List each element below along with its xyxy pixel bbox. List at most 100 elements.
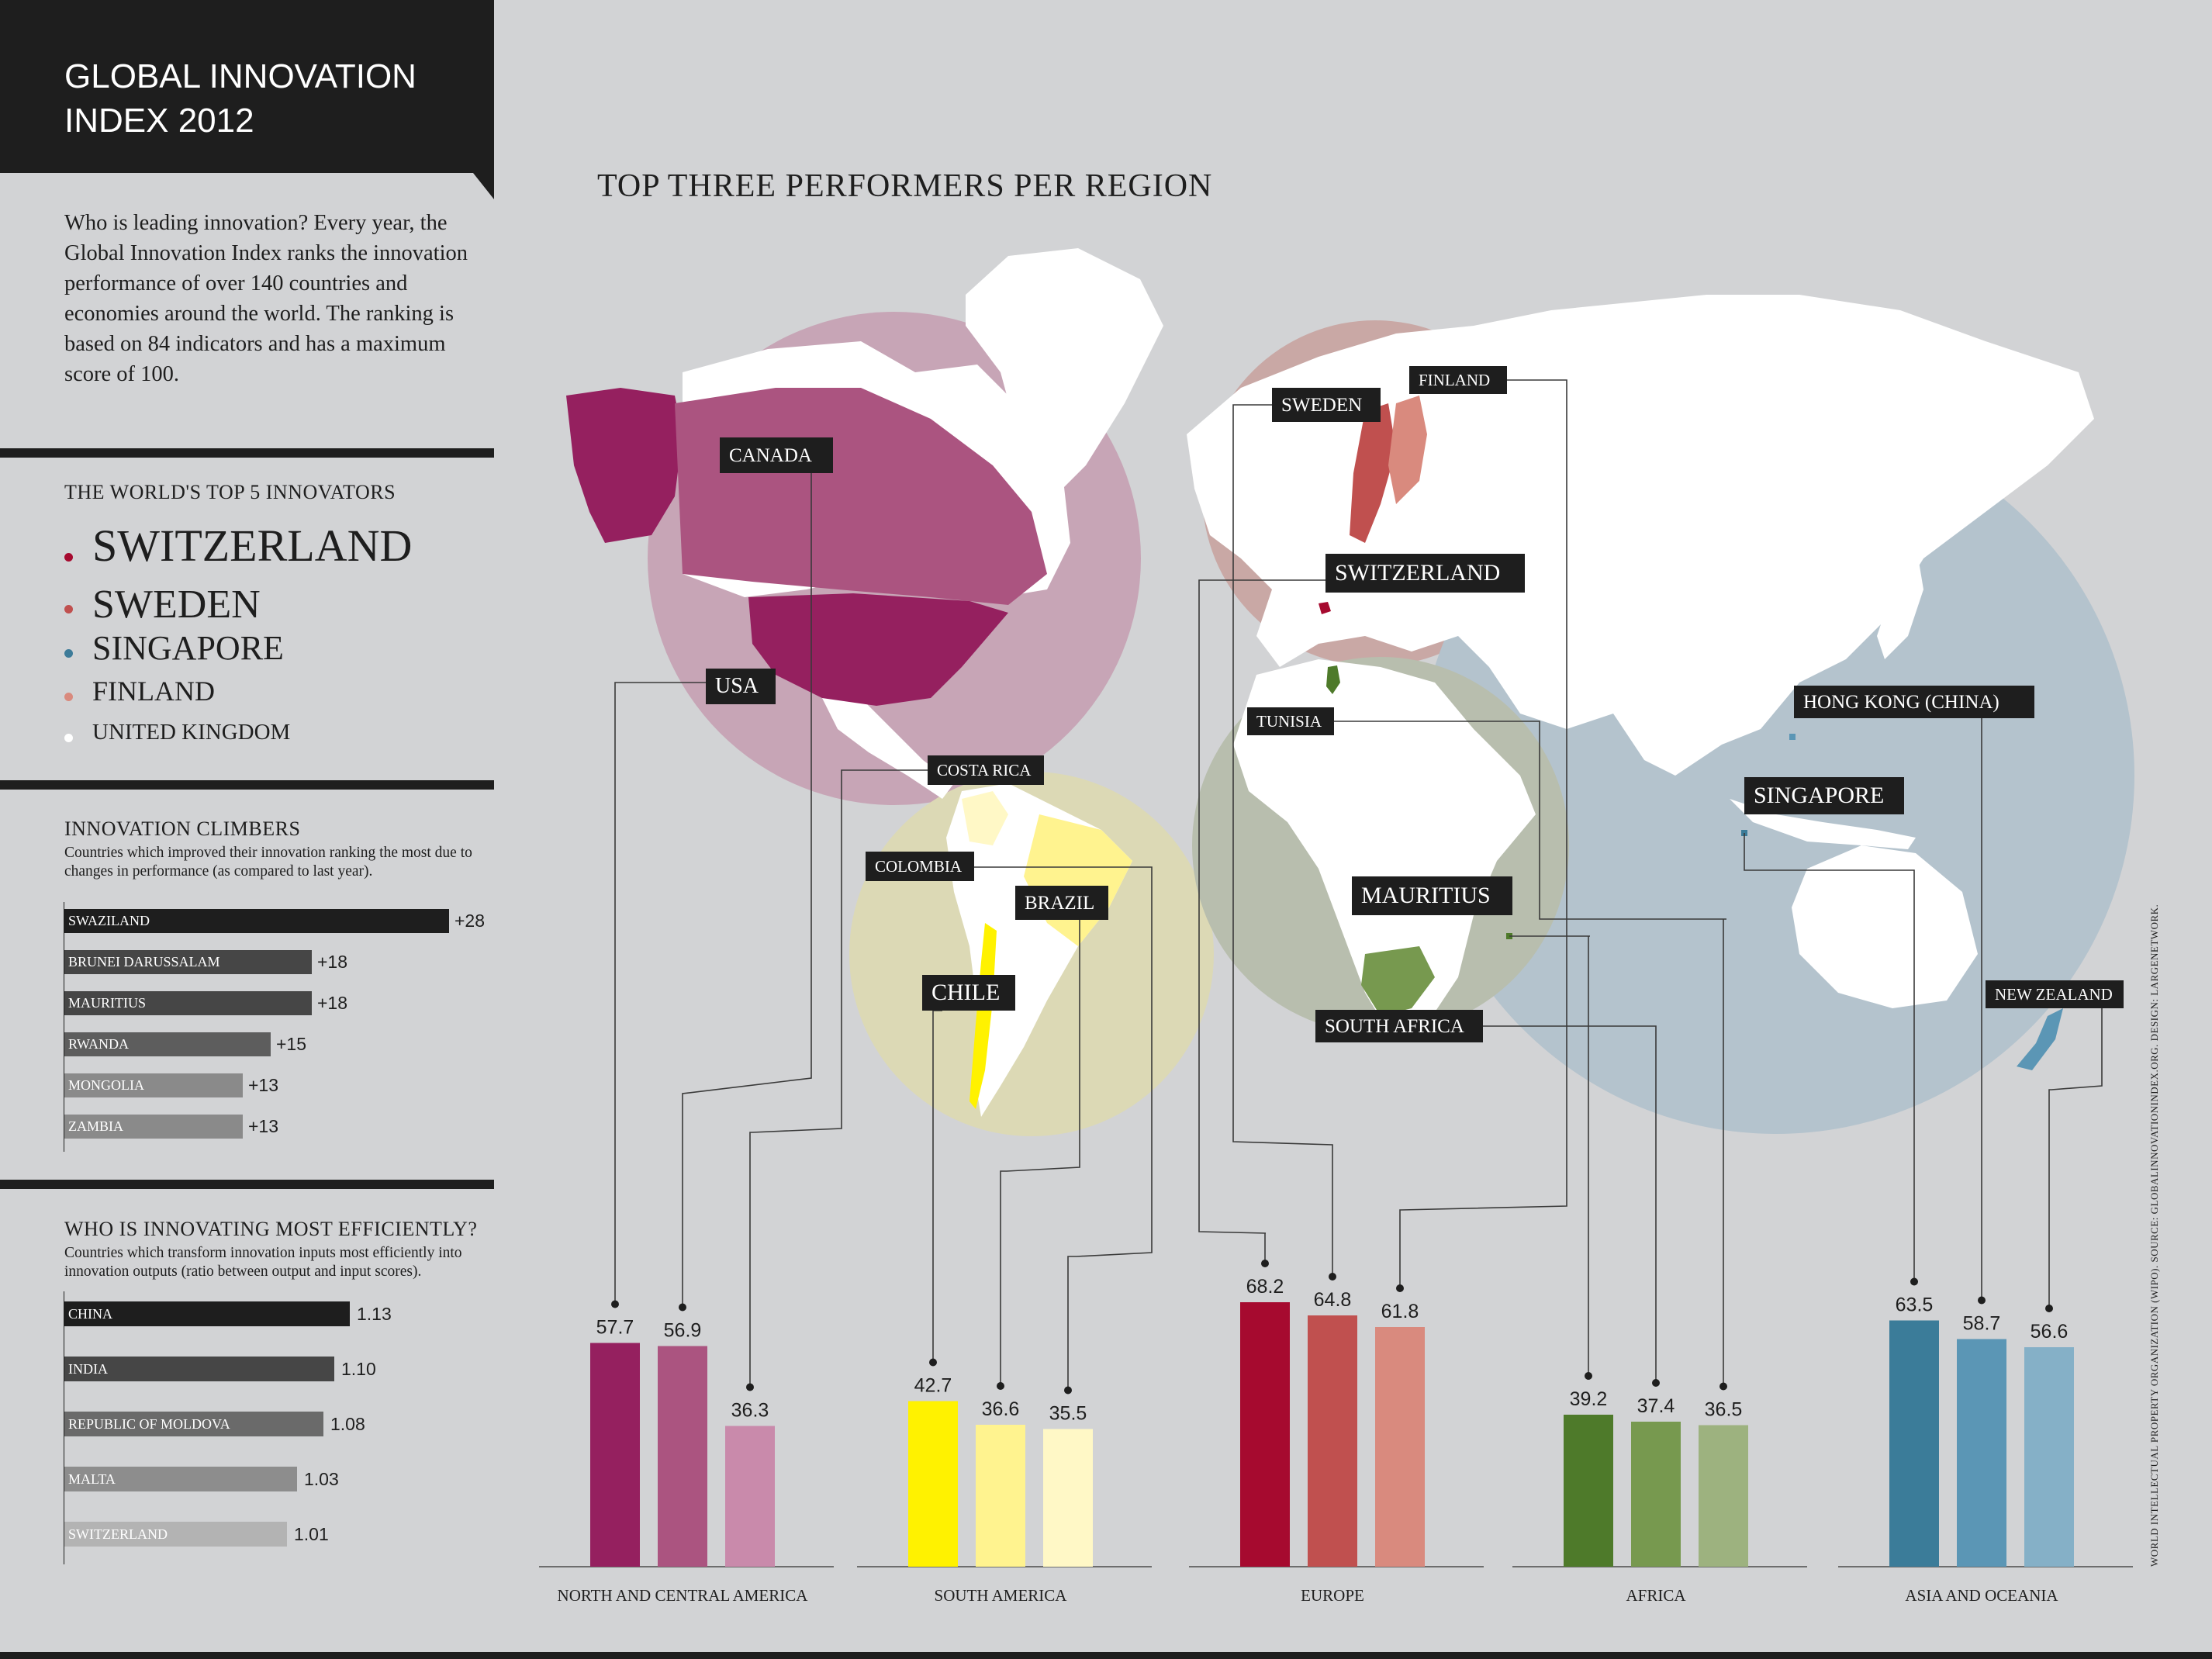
- connector-dot: [1329, 1273, 1336, 1281]
- country-tag: USA: [706, 669, 776, 704]
- bar-south-africa: [1631, 1422, 1681, 1567]
- connector-line: [749, 769, 928, 1388]
- connector-dot: [1396, 1284, 1404, 1292]
- hbar: CHINA: [64, 1301, 350, 1326]
- top5-dot: [64, 734, 73, 742]
- hbar: SWAZILAND: [64, 909, 449, 933]
- hbar-label: MALTA: [68, 1471, 116, 1487]
- bar-value-label: 37.4: [1637, 1395, 1675, 1417]
- hbar-label: MAURITIUS: [68, 995, 147, 1011]
- country-tag: SWEDEN: [1272, 388, 1381, 422]
- efficiency-subtitle: Countries which transform innovation inp…: [64, 1245, 462, 1280]
- hbar-label: SWAZILAND: [68, 913, 150, 928]
- top5-dot: [64, 605, 73, 613]
- connector-dot: [1585, 1372, 1592, 1380]
- bar-canada: [658, 1346, 707, 1567]
- connector-dot: [1064, 1386, 1072, 1395]
- region-label: ASIA AND OCEANIA: [1905, 1586, 2058, 1605]
- top5-name: SINGAPORE: [92, 629, 284, 667]
- usa-highlight: [748, 593, 1008, 706]
- hbar: MAURITIUS: [64, 991, 312, 1015]
- bar-value-label: 39.2: [1570, 1388, 1608, 1410]
- bar-value-label: 42.7: [914, 1375, 952, 1397]
- connector-dot: [1652, 1379, 1660, 1387]
- bar-mauritius: [1564, 1415, 1613, 1567]
- connector-dot: [679, 1303, 686, 1312]
- hbar-value: 1.13: [357, 1304, 392, 1324]
- sweden-highlight: [1350, 403, 1396, 543]
- hbar: ZAMBIA: [64, 1115, 243, 1139]
- bar-value-label: 68.2: [1246, 1276, 1284, 1298]
- hbar: MALTA: [64, 1467, 297, 1491]
- hbar-label: MONGOLIA: [68, 1077, 144, 1093]
- country-tag: CANADA: [720, 437, 833, 473]
- connector-line: [682, 473, 812, 1308]
- hbar-label: INDIA: [68, 1361, 108, 1377]
- connector-dot: [929, 1358, 937, 1367]
- bar-value-label: 61.8: [1381, 1301, 1419, 1322]
- country-tag: SWITZERLAND: [1325, 554, 1525, 593]
- bar-value-label: 58.7: [1963, 1313, 2001, 1335]
- page-title: GLOBAL INNOVATION INDEX 2012: [64, 57, 416, 140]
- connector-dot: [997, 1382, 1004, 1390]
- hbar-value: +18: [317, 952, 348, 972]
- hbar-value: +18: [317, 993, 348, 1013]
- connector-line: [614, 682, 706, 1305]
- top5-title: THE WORLD'S TOP 5 INNOVATORS: [64, 481, 396, 503]
- south-africa-highlight: [1361, 946, 1435, 1016]
- bar-finland: [1375, 1327, 1425, 1567]
- top5-dot: [64, 649, 73, 658]
- japan-shape: [1877, 527, 1923, 659]
- country-tag: BRAZIL: [1015, 886, 1108, 920]
- greenland-shape: [966, 248, 1163, 496]
- chile-highlight: [969, 923, 997, 1109]
- hbar-value: 1.08: [330, 1414, 365, 1434]
- country-tag: COSTA RICA: [928, 755, 1044, 785]
- bar-switzerland: [1240, 1302, 1290, 1567]
- connector-line: [1509, 935, 1590, 1376]
- bar-brazil: [976, 1425, 1025, 1567]
- tunisia-highlight: [1326, 665, 1340, 694]
- bar-new-zealand: [2024, 1347, 2074, 1567]
- bar-chile: [908, 1401, 958, 1567]
- hbar-label: SWITZERLAND: [68, 1526, 168, 1542]
- country-tag: TUNISIA: [1247, 707, 1334, 735]
- bar-singapore: [1889, 1320, 1939, 1567]
- hbar: REPUBLIC OF MOLDOVA: [64, 1412, 323, 1436]
- hbar-label: BRUNEI DARUSSALAM: [68, 954, 220, 969]
- country-tag: FINLAND: [1409, 366, 1507, 394]
- hbar-value: +13: [248, 1075, 279, 1095]
- intro-text: Who is leading innovation? Every year, t…: [64, 211, 468, 386]
- connector-dot: [1261, 1260, 1269, 1267]
- header-box: GLOBAL INNOVATION INDEX 2012: [0, 0, 494, 173]
- africa-shape: [1233, 659, 1536, 1032]
- connector-line: [2048, 1008, 2103, 1308]
- header-fold-corner: [473, 173, 494, 199]
- region-label: SOUTH AMERICA: [935, 1586, 1068, 1605]
- country-tag: CHILE: [922, 975, 1015, 1011]
- connector-line: [932, 1010, 942, 1363]
- bar-value-label: 36.5: [1705, 1399, 1743, 1421]
- hong-kong-highlight: [1789, 734, 1796, 740]
- bar-value-label: 57.7: [596, 1317, 634, 1339]
- top5-name: UNITED KINGDOM: [92, 720, 291, 745]
- alaska-highlight: [566, 388, 683, 543]
- top5-name: SWITZERLAND: [92, 520, 413, 571]
- hbar-value: +28: [454, 911, 486, 931]
- hbar: RWANDA: [64, 1032, 271, 1056]
- bar-hong-kong-china-: [1957, 1339, 2006, 1567]
- section-divider: [0, 448, 494, 458]
- region-label: AFRICA: [1626, 1586, 1686, 1605]
- hbar-value: +13: [248, 1116, 279, 1136]
- bar-costa-rica: [725, 1426, 775, 1567]
- hbar-value: 1.01: [294, 1524, 329, 1544]
- connector-line: [1334, 721, 1726, 1387]
- connector-line: [1483, 1025, 1657, 1383]
- connector-line: [1198, 579, 1325, 1263]
- connector-dot: [1910, 1277, 1918, 1286]
- hbar: INDIA: [64, 1357, 334, 1381]
- hbar-value: 1.03: [304, 1469, 339, 1489]
- region-label: EUROPE: [1301, 1586, 1364, 1605]
- new-zealand-highlight: [2017, 1008, 2063, 1070]
